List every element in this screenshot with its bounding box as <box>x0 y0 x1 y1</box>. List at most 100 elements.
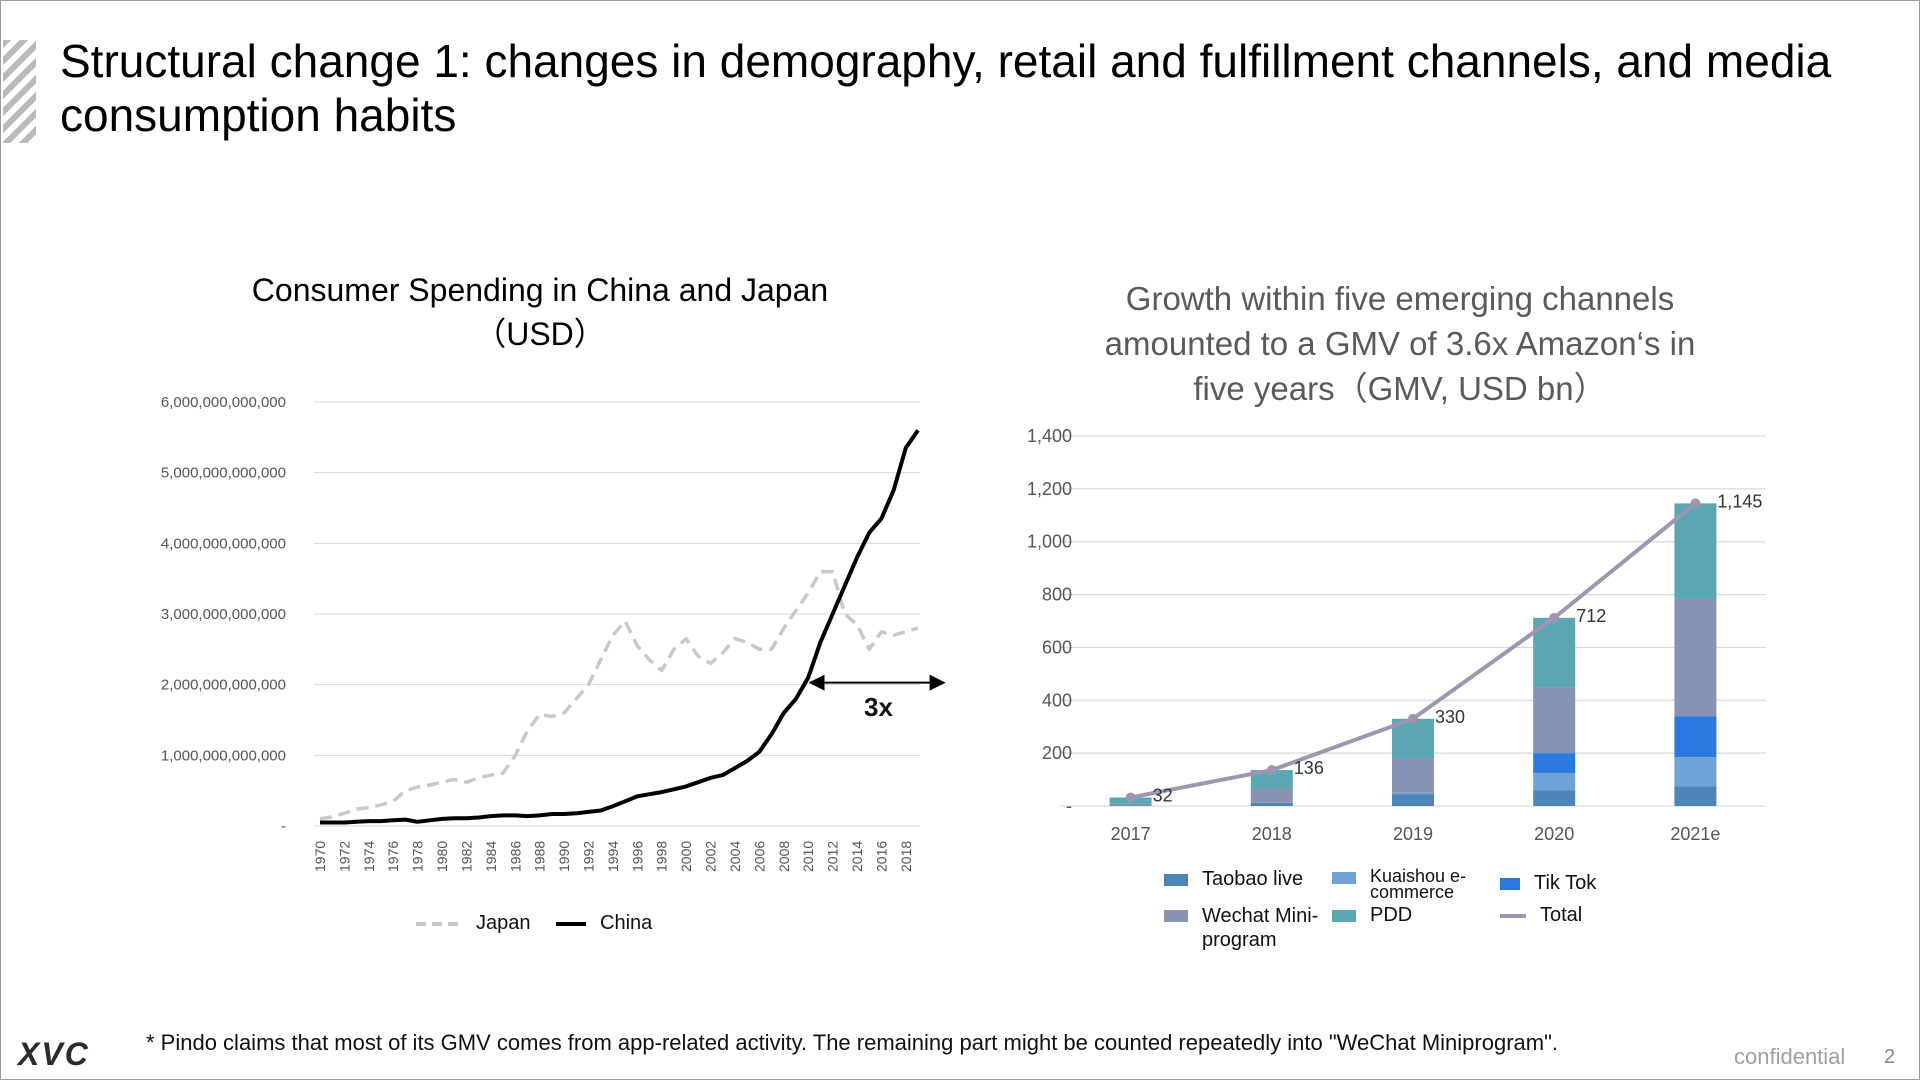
right-x-tick-label: 2019 <box>1393 824 1433 844</box>
bar-segment-kuaishou-e-commerce <box>1392 792 1434 795</box>
legend-wechat-swatch <box>1164 910 1188 922</box>
bar-segment-kuaishou-e-commerce <box>1674 757 1717 787</box>
legend-total-label: Total <box>1540 904 1583 926</box>
legend-pdd: PDD <box>1332 904 1412 927</box>
total-point <box>1266 765 1277 776</box>
bar-segment-taobao-live <box>1392 794 1434 806</box>
legend-china: China <box>556 912 652 935</box>
left-chart-subtitle: （USD） <box>474 316 606 352</box>
legend-kuaishou: Kuaishou e-commerce <box>1332 866 1480 902</box>
bar-segment-wechat-mini-program <box>1250 788 1293 803</box>
consumer-spending-line-chart: - 1,000,000,000,000 2,000,000,000,000 3,000… <box>161 394 946 872</box>
legend-taobao-swatch <box>1164 873 1188 886</box>
total-point <box>1408 713 1418 724</box>
left-x-tick-label: 1980 <box>434 841 450 872</box>
legend-japan: Japan <box>416 912 531 935</box>
right-y-tick-label: 200 <box>1042 743 1072 763</box>
left-x-tick-label: 1996 <box>629 841 645 872</box>
right-y-tick-label: 1,200 <box>1027 479 1072 499</box>
legend-pdd-swatch <box>1332 909 1356 922</box>
bar-segment-taobao-live <box>1250 802 1293 806</box>
footnote: * Pindo claims that most of its GMV come… <box>146 1030 1559 1055</box>
bar-segment-wechat-mini-program <box>1533 687 1576 754</box>
left-x-tick-label: 2002 <box>703 841 719 872</box>
right-chart-title: Growth within five emerging channels amo… <box>1040 276 1760 411</box>
right-y-tick-label: 600 <box>1042 637 1072 657</box>
legend-tiktok-label: Tik Tok <box>1534 872 1597 894</box>
left-x-tick-label: 1974 <box>361 841 377 872</box>
bar-segment-tik-tok <box>1533 753 1576 773</box>
right-y-tick-label: 1,400 <box>1027 426 1072 446</box>
left-x-tick-label: 2008 <box>776 841 792 872</box>
legend-taobao-label: Taobao live <box>1202 868 1304 890</box>
right-x-tick-label: 2020 <box>1534 824 1574 844</box>
total-point <box>1690 498 1701 509</box>
confidential-label: confidential <box>1734 1044 1846 1069</box>
right-chart-title-line-2: amounted to a GMV of 3.6x Amazon‘s in <box>1104 325 1696 362</box>
left-x-tick-label: 1978 <box>410 841 426 872</box>
left-x-tick-label: 2014 <box>849 841 865 872</box>
legend-kuaishou-label: Kuaishou e-commerce <box>1370 866 1467 902</box>
total-data-label: 32 <box>1153 786 1173 806</box>
left-x-tick-label: 1986 <box>507 841 523 872</box>
bar-segment-wechat-mini-program <box>1109 803 1152 806</box>
legend-tiktok: Tik Tok <box>1500 872 1596 895</box>
right-x-tick-label: 2021e <box>1670 824 1720 844</box>
left-y-tick-label: 2,000,000,000,000 <box>161 677 286 694</box>
legend-china-line-icon <box>556 921 586 926</box>
legend-wechat-mini-program: Wechat Mini-program <box>1164 904 1322 952</box>
left-y-tick-label: 4,000,000,000,000 <box>161 535 286 552</box>
right-chart-title-line-3: five years（GMV, USD bn） <box>1193 370 1607 407</box>
left-x-tick-label: 1984 <box>483 841 499 872</box>
legend-china-label: China <box>600 912 653 934</box>
right-x-tick-label: 2017 <box>1111 824 1151 844</box>
left-x-tick-label: 2010 <box>800 841 816 872</box>
left-x-tick-label: 2000 <box>678 841 694 872</box>
left-chart-title: Consumer Spending in China and Japan （US… <box>180 268 900 356</box>
left-x-tick-label: 2016 <box>873 841 889 872</box>
left-x-tick-label: 1992 <box>580 841 596 872</box>
emerging-channels-stacked-bar-chart: - 200 400 600 800 1,000 1,200 1,400 2017 2018 2019… <box>1027 426 1766 844</box>
right-y-tick-label: - <box>1066 796 1072 816</box>
left-y-tick-label: - <box>281 818 286 835</box>
bar-segment-taobao-live <box>1533 790 1576 806</box>
left-x-tick-label: 2006 <box>751 841 767 872</box>
bar-segment-pdd <box>1674 503 1717 599</box>
bar-segment-kuaishou-e-commerce <box>1533 772 1576 791</box>
bar-segment-wechat-mini-program <box>1674 598 1717 717</box>
page-number: 2 <box>1884 1046 1896 1068</box>
legend-wechat-label: Wechat Mini-program <box>1202 905 1319 951</box>
bar-segment-taobao-live <box>1674 786 1717 806</box>
left-x-tick-label: 1990 <box>556 841 572 872</box>
total-point <box>1125 792 1136 803</box>
left-x-tick-label: 1982 <box>458 841 474 872</box>
bar-segment-pdd <box>1250 770 1293 789</box>
total-point <box>1549 612 1560 623</box>
left-x-tick-label: 2004 <box>727 841 743 872</box>
legend-japan-line-icon <box>416 921 462 926</box>
line-series-japan <box>319 569 919 821</box>
xvc-logo: XVC <box>18 1036 90 1072</box>
left-x-tick-label: 1976 <box>385 841 401 872</box>
legend-total: Total <box>1500 904 1582 927</box>
right-y-tick-label: 400 <box>1042 690 1072 710</box>
left-x-tick-label: 1988 <box>532 841 548 872</box>
left-x-tick-label: 2012 <box>825 841 841 872</box>
bar-segment-wechat-mini-program <box>1392 758 1434 793</box>
left-y-tick-label: 6,000,000,000,000 <box>161 394 286 411</box>
right-x-tick-label: 2018 <box>1252 824 1292 844</box>
left-y-tick-label: 5,000,000,000,000 <box>161 465 286 482</box>
legend-taobao-live: Taobao live <box>1164 868 1303 891</box>
bar-segment-tik-tok <box>1674 716 1717 758</box>
left-x-tick-label: 1972 <box>336 841 352 872</box>
left-x-tick-label: 1994 <box>605 841 621 872</box>
legend-japan-label: Japan <box>476 912 531 934</box>
title-hatch-decoration <box>3 40 36 143</box>
slide-title: Structural change 1: changes in demograp… <box>60 35 1832 141</box>
right-y-tick-label: 800 <box>1042 585 1072 605</box>
legend-tiktok-swatch <box>1500 877 1520 890</box>
bar-segment-taobao-live <box>1109 805 1152 806</box>
legend-pdd-label: PDD <box>1370 904 1413 926</box>
left-x-tick-label: 2018 <box>898 841 914 872</box>
